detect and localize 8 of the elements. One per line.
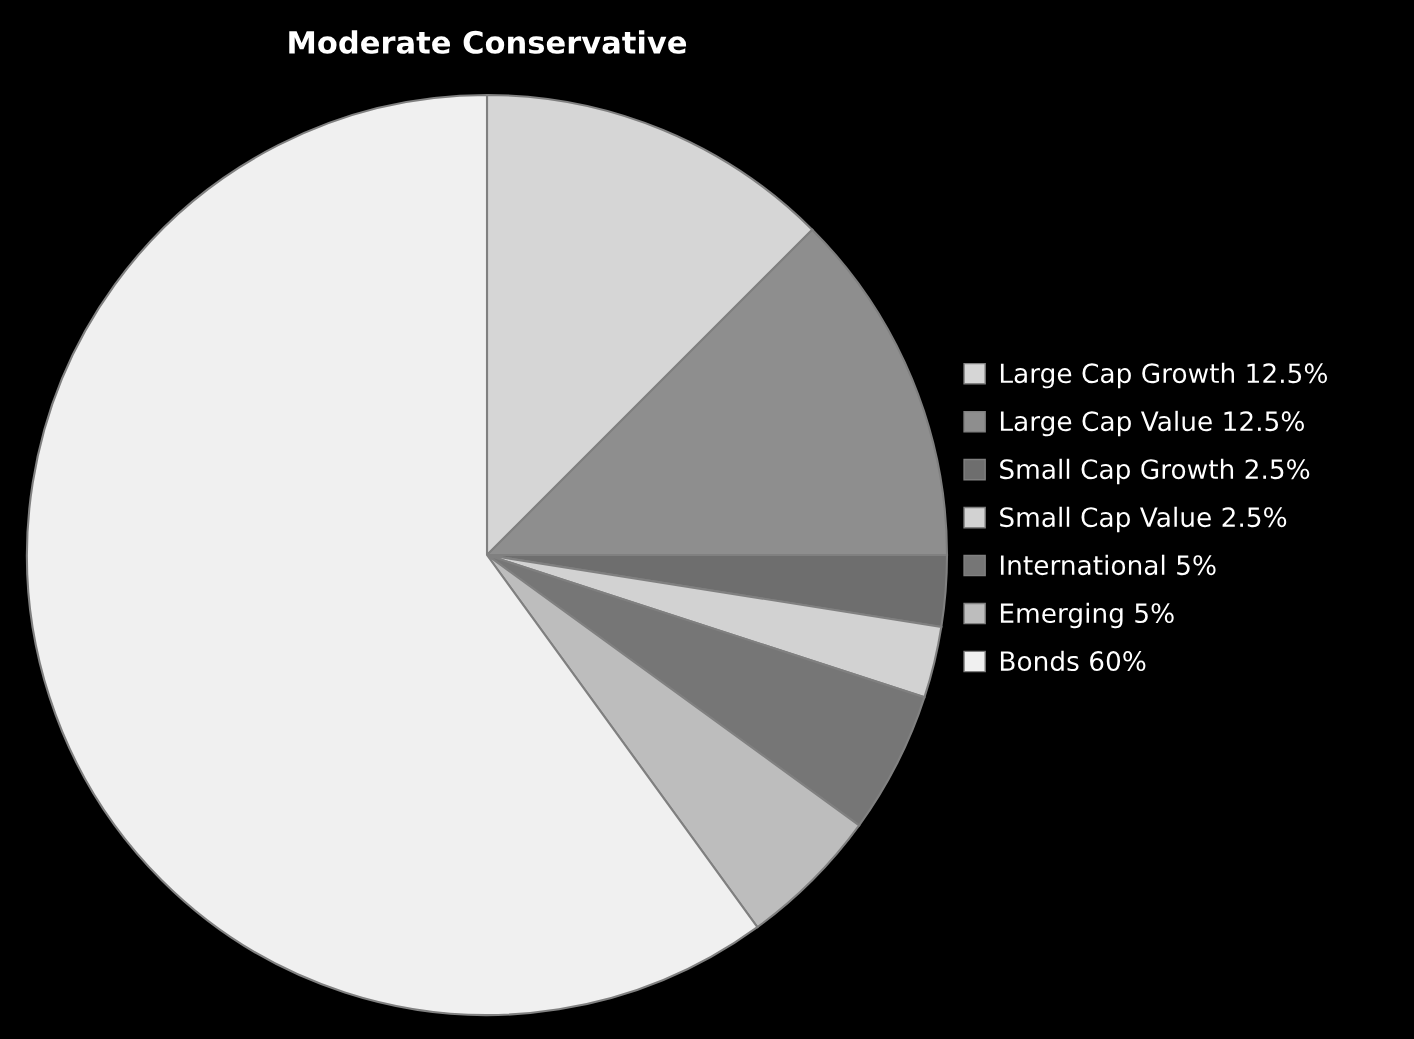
- legend-label: International 5%: [1000, 554, 1216, 576]
- legend-label: Small Cap Growth 2.5%: [1000, 458, 1310, 485]
- legend-label: Emerging 5%: [1000, 602, 1174, 629]
- legend-label: Large Cap Value 12.5%: [1000, 410, 1304, 437]
- legend-label: Bonds 60%: [1000, 650, 1146, 672]
- chart-title: Moderate Conservative: [289, 30, 687, 54]
- legend-label: Small Cap Value 2.5%: [1000, 506, 1287, 533]
- legend-label: Large Cap Growth 12.5%: [1000, 362, 1327, 389]
